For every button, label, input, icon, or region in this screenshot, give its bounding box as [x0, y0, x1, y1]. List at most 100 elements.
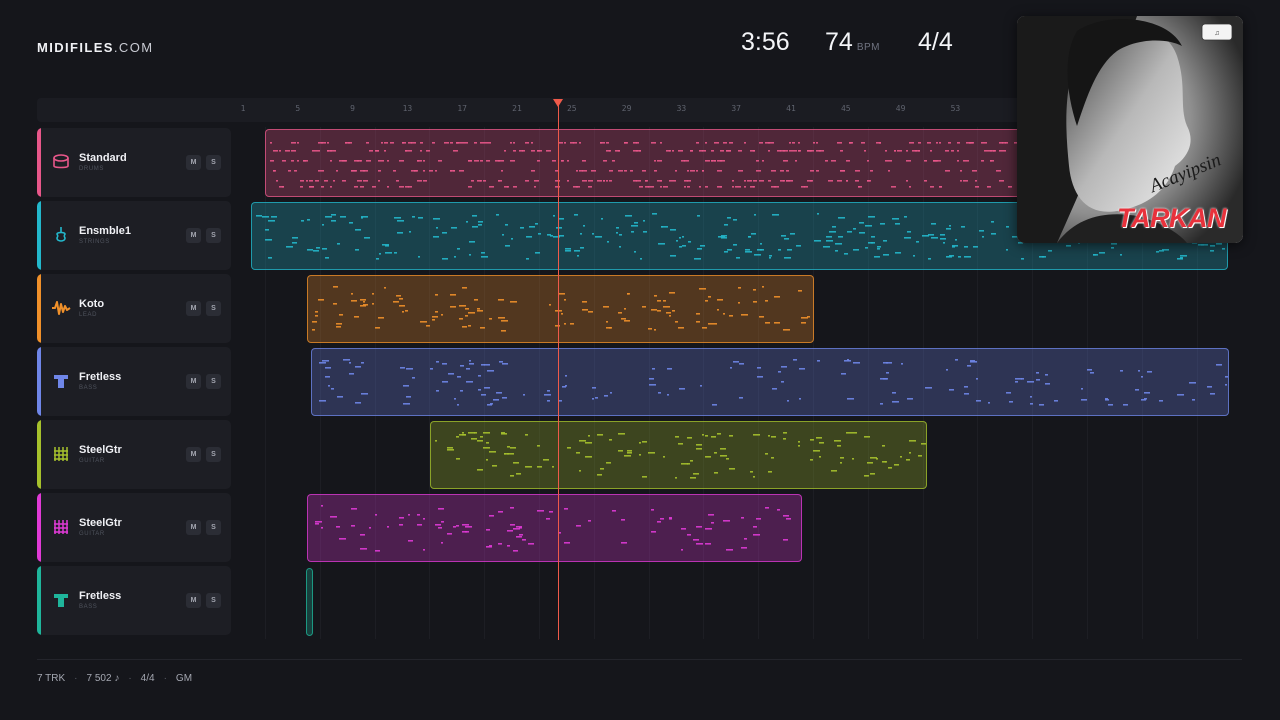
- bar-grid-line: [539, 127, 540, 639]
- brand-name: MIDIFILES: [37, 40, 114, 55]
- track-header[interactable]: Fretless BASS M S: [37, 566, 231, 635]
- album-cover: ♫ Acayipsin TARKAN: [1017, 16, 1243, 243]
- separator-dot: ·: [128, 673, 132, 684]
- track-count: 7 TRK: [37, 673, 66, 684]
- track-category: DRUMS: [79, 166, 104, 172]
- brand-suffix: .COM: [113, 40, 154, 55]
- footer-time-signature: 4/4: [140, 673, 155, 684]
- bar-grid-line: [977, 127, 979, 639]
- midi-clip[interactable]: [307, 494, 802, 562]
- waveform-icon: [51, 298, 71, 318]
- bar-grid-line: [374, 127, 376, 639]
- solo-button[interactable]: S: [206, 593, 221, 608]
- mute-button[interactable]: M: [186, 228, 201, 243]
- bar-grid-line: [1141, 127, 1143, 639]
- ruler-tick-label: 25: [566, 104, 577, 113]
- bar-grid-line: [813, 127, 814, 639]
- ruler-tick-label: 17: [457, 104, 468, 113]
- midi-clip[interactable]: [307, 275, 814, 343]
- playhead[interactable]: [558, 100, 559, 640]
- solo-button[interactable]: S: [206, 228, 221, 243]
- track-color-strip: [37, 128, 41, 197]
- midi-clip[interactable]: [306, 568, 313, 636]
- bar-grid-line: [1087, 127, 1088, 639]
- bass-icon: [51, 371, 71, 391]
- bar-grid-line: [484, 127, 486, 639]
- bar-grid-line: [319, 127, 321, 639]
- drum-icon: [51, 152, 71, 172]
- track-name: Ensmble1: [79, 225, 131, 237]
- ruler-tick-label: 53: [950, 104, 961, 113]
- svg-text:♫: ♫: [1214, 29, 1219, 37]
- ruler-tick-label: 9: [350, 104, 356, 113]
- midi-standard: GM: [175, 673, 193, 684]
- mute-button[interactable]: M: [186, 447, 201, 462]
- track-color-strip: [37, 274, 41, 343]
- album-artist-text: TARKAN: [1117, 203, 1226, 233]
- track-name: Koto: [79, 298, 105, 310]
- bar-grid-line: [758, 127, 760, 639]
- bar-grid-line: [1196, 127, 1198, 639]
- ruler-tick-label: 29: [621, 104, 632, 113]
- bar-grid-line: [593, 127, 595, 639]
- mute-button[interactable]: M: [186, 593, 201, 608]
- playhead-handle[interactable]: [553, 99, 563, 107]
- solo-button[interactable]: S: [206, 374, 221, 389]
- bar-grid-line: [429, 127, 431, 639]
- mute-button[interactable]: M: [186, 155, 201, 170]
- mute-button[interactable]: M: [186, 520, 201, 535]
- bar-grid-line: [867, 127, 869, 639]
- midi-clip[interactable]: [430, 421, 927, 489]
- track-name: Fretless: [79, 590, 122, 602]
- mute-button[interactable]: M: [186, 301, 201, 316]
- bass-icon: [51, 590, 71, 610]
- ruler-tick-label: 49: [895, 104, 906, 113]
- album-photo: ♫: [1017, 16, 1243, 243]
- time-signature-readout: 4/4: [918, 28, 953, 56]
- track-category: GUITAR: [79, 458, 105, 464]
- track-color-strip: [37, 347, 41, 416]
- track-color-strip: [37, 201, 41, 270]
- bar-grid-line: [1032, 127, 1034, 639]
- track-category: BASS: [79, 604, 98, 610]
- track-header[interactable]: Fretless BASS M S: [37, 347, 231, 416]
- ruler-tick-label: 5: [295, 104, 301, 113]
- tempo-readout: 74 BPM: [825, 28, 880, 56]
- track-name: Fretless: [79, 371, 122, 383]
- midi-clip[interactable]: [265, 129, 1045, 197]
- site-logo[interactable]: MIDIFILES.COM: [37, 40, 153, 55]
- bar-grid-line: [703, 127, 705, 639]
- track-header[interactable]: Standard DRUMS M S: [37, 128, 231, 197]
- duration-readout: 3:56: [741, 28, 790, 56]
- solo-button[interactable]: S: [206, 520, 221, 535]
- track-header[interactable]: Ensmble1 STRINGS M S: [37, 201, 231, 270]
- bar-grid-line: [265, 127, 266, 639]
- ruler-tick-label: 33: [676, 104, 687, 113]
- track-category: STRINGS: [79, 239, 110, 245]
- guitar-grid-icon: [51, 517, 71, 537]
- separator-dot: ·: [74, 673, 78, 684]
- status-bar: 7 TRK · 7 502 ♪ · 4/4 · GM: [37, 673, 192, 684]
- midi-clip[interactable]: [311, 348, 1229, 416]
- track-color-strip: [37, 566, 41, 635]
- ruler-tick-label: 21: [512, 104, 522, 113]
- ruler-tick-label: 13: [402, 104, 413, 113]
- track-color-strip: [37, 420, 41, 489]
- solo-button[interactable]: S: [206, 301, 221, 316]
- track-header[interactable]: Koto LEAD M S: [37, 274, 231, 343]
- track-header[interactable]: SteelGtr GUITAR M S: [37, 420, 231, 489]
- ruler-tick-label: 37: [731, 104, 742, 113]
- track-color-strip: [37, 493, 41, 562]
- ruler-tick-label: 41: [786, 104, 796, 113]
- note-count: 7 502 ♪: [86, 673, 120, 684]
- guitar-grid-icon: [51, 444, 71, 464]
- bar-grid-line: [922, 127, 924, 639]
- violin-icon: [51, 225, 71, 245]
- solo-button[interactable]: S: [206, 155, 221, 170]
- track-header[interactable]: SteelGtr GUITAR M S: [37, 493, 231, 562]
- mute-button[interactable]: M: [186, 374, 201, 389]
- track-category: BASS: [79, 385, 98, 391]
- ruler-tick-label: 1: [240, 104, 246, 113]
- solo-button[interactable]: S: [206, 447, 221, 462]
- separator-dot: ·: [163, 673, 167, 684]
